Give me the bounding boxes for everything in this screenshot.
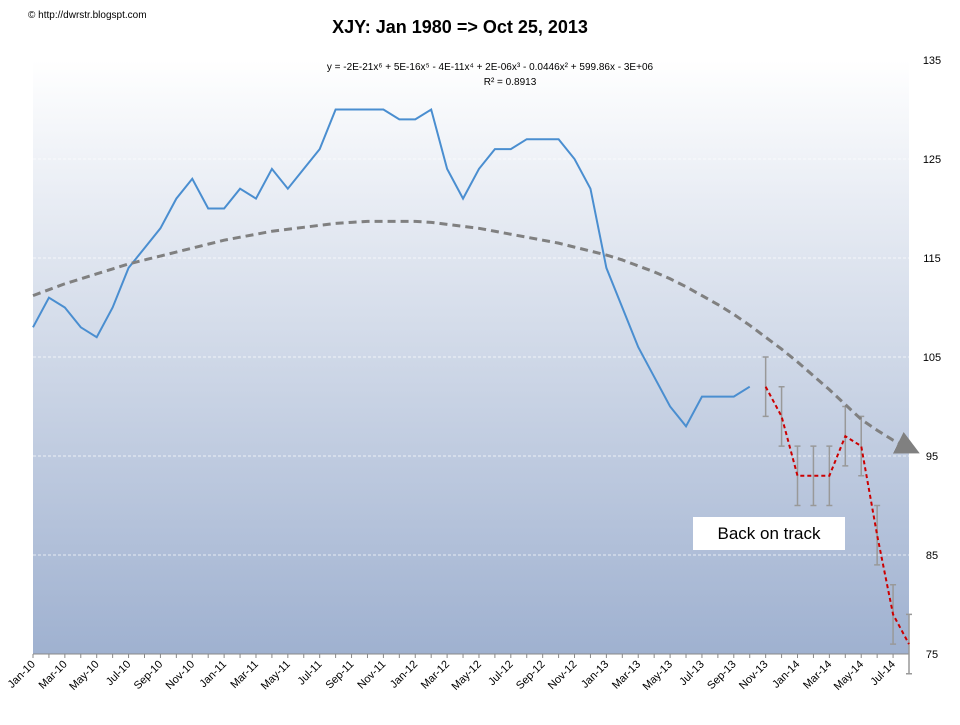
y-tick-label: 75	[926, 649, 938, 661]
annotation: Back on track	[718, 524, 821, 543]
x-tick-label: Jan-10	[6, 658, 38, 690]
x-tick-label: Sep-10	[132, 658, 166, 692]
r-squared: R² = 0.8913	[484, 77, 537, 88]
x-tick-label: May-11	[259, 658, 293, 692]
error-bar	[874, 504, 881, 566]
series-line	[32, 107, 751, 429]
y-tick-label: 85	[926, 550, 938, 562]
credit: © http://dwrstr.blogspt.com	[28, 10, 147, 21]
y-tick-label: 115	[923, 253, 941, 265]
x-tick-label: Jan-13	[579, 658, 611, 690]
series-line	[764, 386, 910, 645]
x-tick-label: Jan-11	[197, 658, 229, 690]
x-tick-label: Jul-10	[104, 658, 134, 688]
equation: y = -2E-21x⁶ + 5E-16x⁵ - 4E-11x⁴ + 2E-06…	[327, 62, 654, 73]
x-tick-label: Jan-12	[388, 658, 420, 690]
x-tick-label: Jan-14	[770, 658, 802, 690]
x-tick-label: Mar-12	[419, 658, 452, 691]
x-tick-label: Mar-11	[228, 658, 261, 691]
x-tick-label: May-10	[67, 658, 101, 692]
x-tick-label: Jul-13	[677, 658, 707, 688]
error-bar	[778, 385, 785, 447]
y-tick-label: 125	[923, 154, 941, 166]
x-tick-label: Nov-10	[164, 658, 198, 692]
x-tick-label: Sep-11	[324, 658, 357, 691]
x-tick-label: Sep-13	[705, 658, 739, 692]
x-tick-label: May-12	[449, 658, 483, 692]
x-tick-label: Jul-12	[486, 658, 516, 688]
y-tick-label: 135	[923, 55, 941, 67]
series-line	[32, 219, 920, 454]
y-tick-label: 105	[923, 352, 941, 364]
x-tick-label: Mar-13	[610, 658, 643, 691]
x-tick-label: Jul-14	[868, 658, 898, 688]
x-tick-label: Mar-10	[37, 658, 70, 691]
chart-title: XJY: Jan 1980 => Oct 25, 2013	[332, 17, 588, 37]
annotation-box	[693, 517, 845, 550]
y-tick-label: 95	[926, 451, 938, 463]
x-tick-label: Sep-12	[514, 658, 548, 692]
x-tick-label: Mar-14	[801, 658, 834, 691]
x-tick-label: Nov-11	[355, 658, 388, 691]
x-tick-label: Nov-12	[546, 658, 580, 692]
error-bar	[794, 445, 801, 507]
x-tick-label: Nov-13	[737, 658, 771, 692]
x-tick-label: May-14	[832, 658, 866, 692]
x-tick-label: Jul-11	[296, 658, 325, 687]
error-bar	[810, 445, 817, 507]
x-tick-label: May-13	[641, 658, 675, 692]
